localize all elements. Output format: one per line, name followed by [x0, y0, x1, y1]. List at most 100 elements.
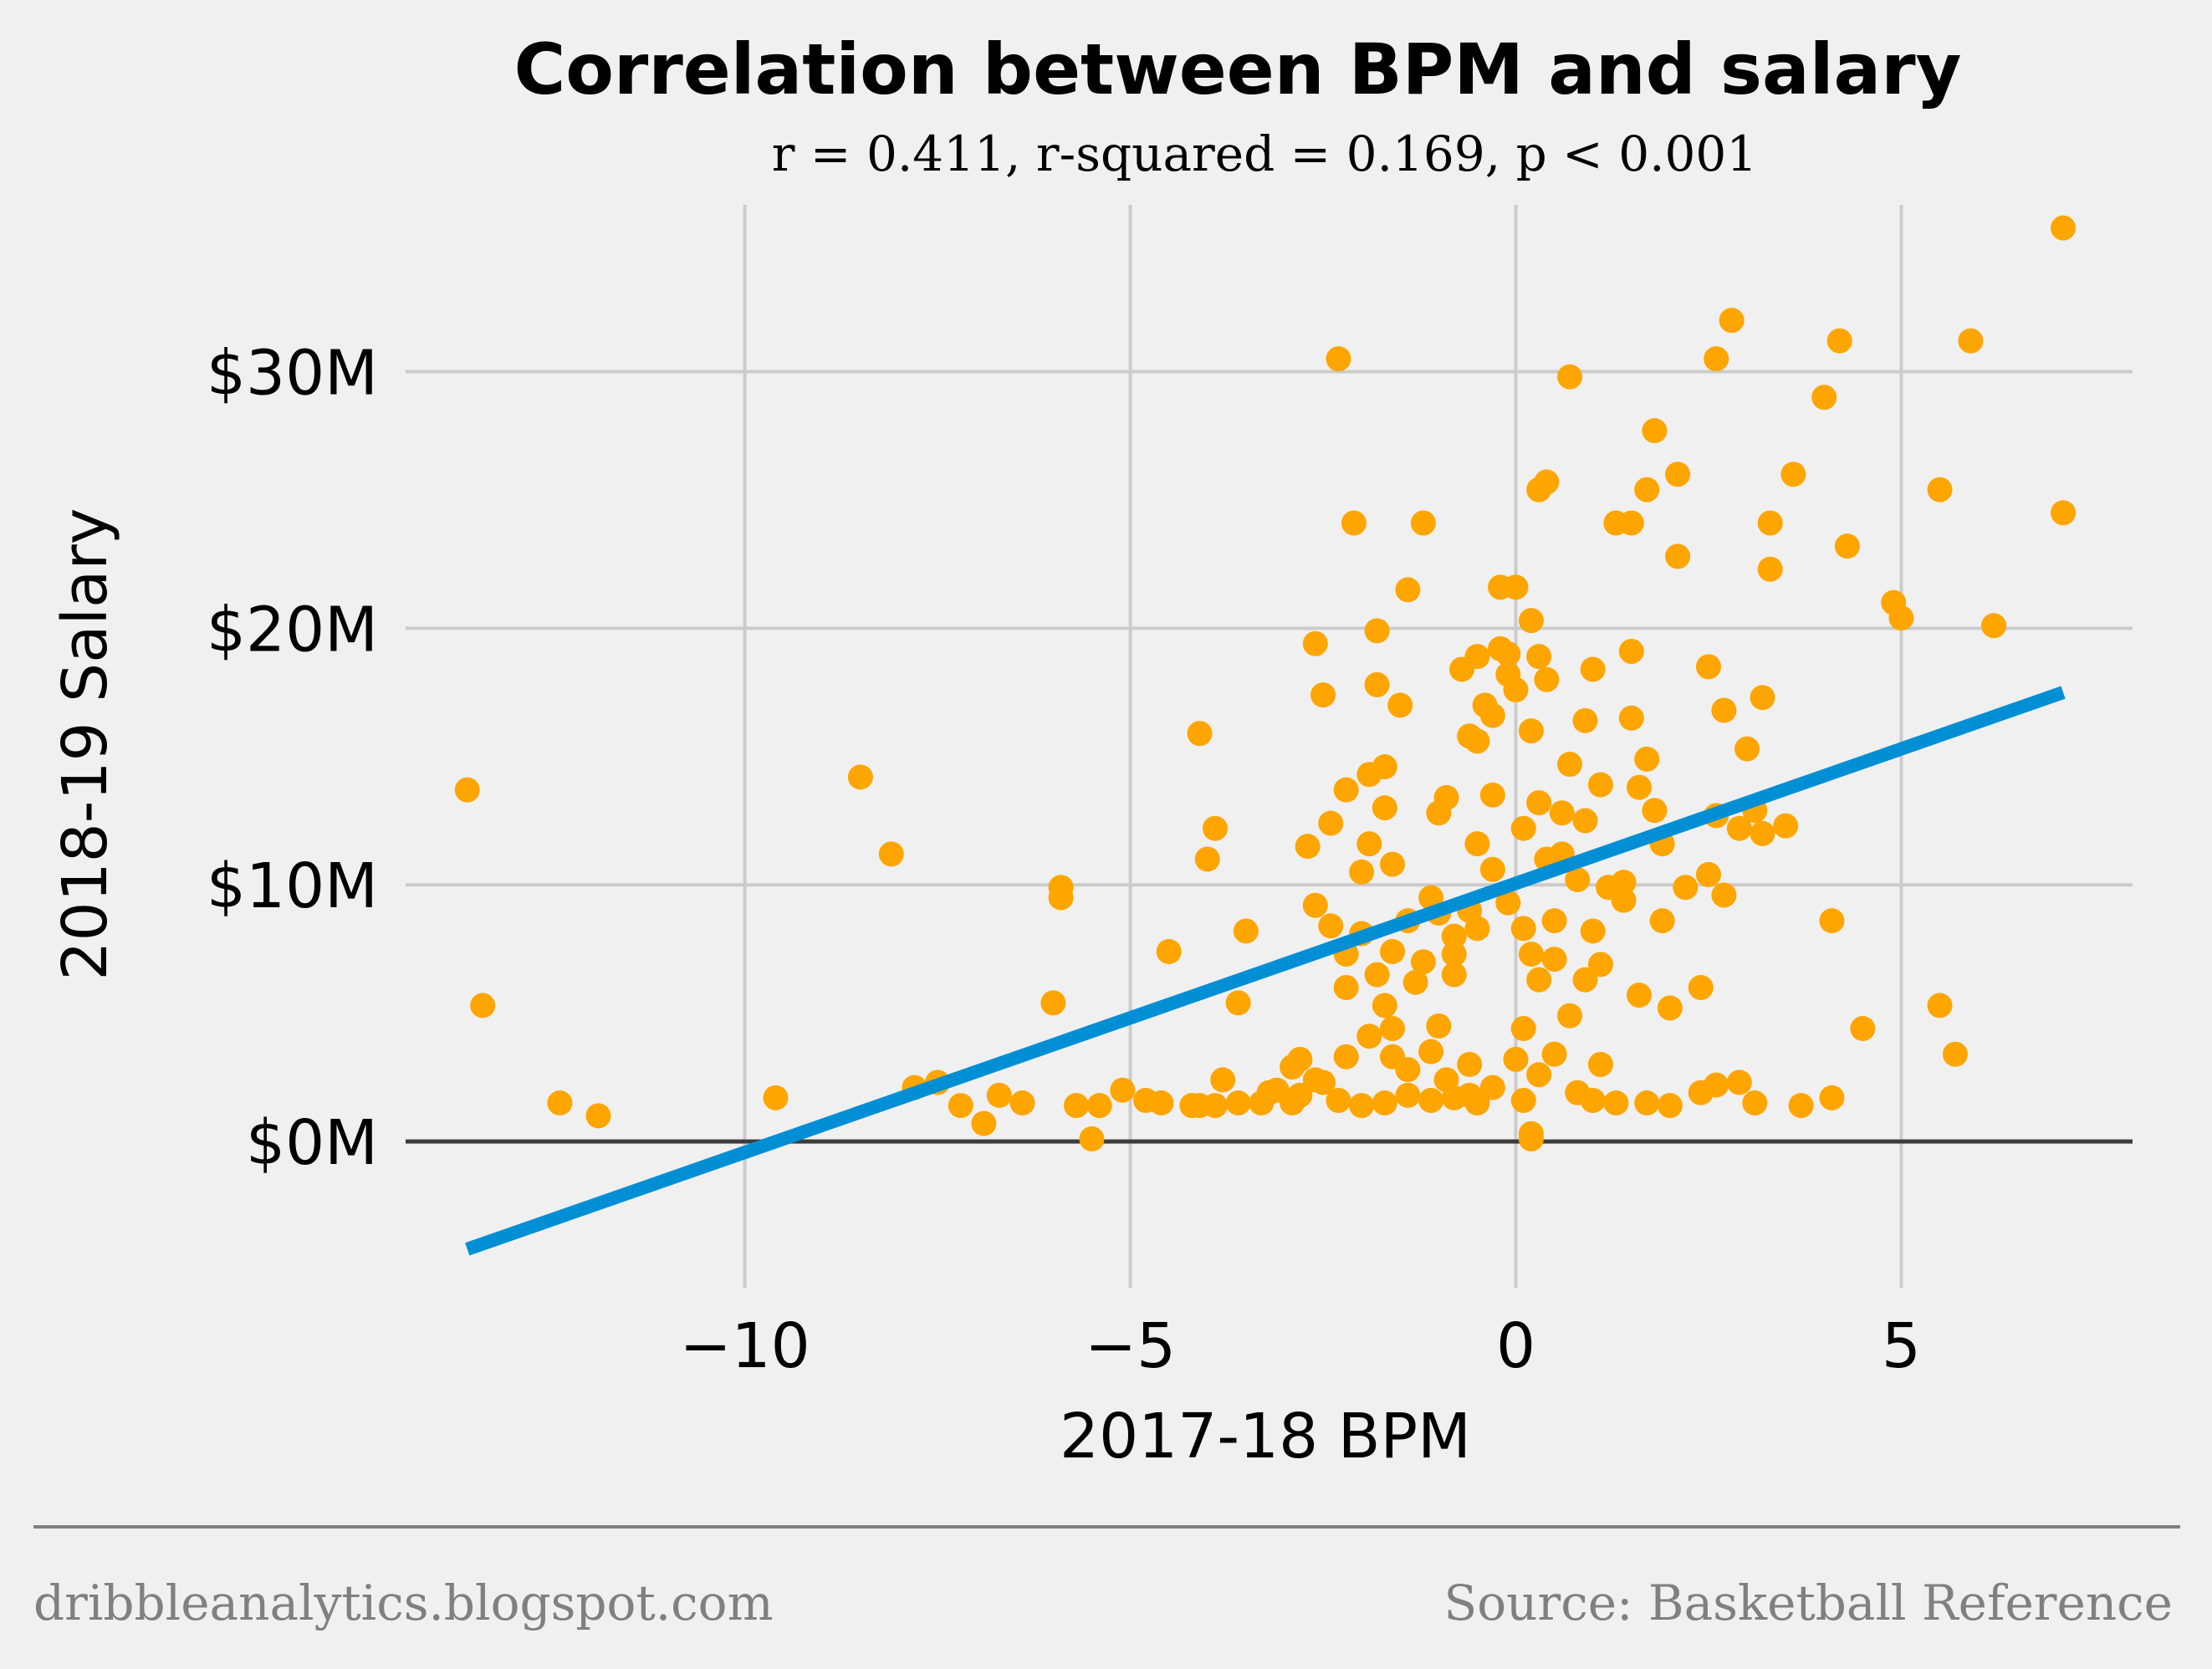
- data-point: [1518, 942, 1544, 967]
- data-point: [1526, 790, 1552, 816]
- data-point: [1773, 813, 1799, 839]
- data-point: [1302, 630, 1328, 656]
- data-point: [1572, 967, 1598, 993]
- data-point: [1634, 1090, 1660, 1116]
- data-point: [1280, 1090, 1305, 1116]
- data-point: [1426, 800, 1452, 826]
- data-point: [1372, 993, 1397, 1018]
- data-point: [1479, 856, 1505, 882]
- footer-website: dribbleanalytics.blogspot.com: [33, 1575, 774, 1631]
- data-point: [1826, 328, 1852, 354]
- data-point: [2051, 215, 2077, 241]
- data-point: [1642, 798, 1668, 824]
- data-point: [1202, 815, 1228, 841]
- data-point: [1302, 1067, 1328, 1093]
- data-point: [1110, 1077, 1136, 1103]
- data-point: [1742, 1090, 1768, 1116]
- data-point: [1418, 1039, 1444, 1064]
- data-point: [1326, 1087, 1351, 1113]
- data-point: [1526, 644, 1552, 670]
- data-point: [1349, 1093, 1375, 1119]
- data-point: [470, 993, 496, 1018]
- data-point: [1372, 1090, 1397, 1116]
- data-point: [1665, 544, 1691, 569]
- data-point: [1627, 983, 1652, 1008]
- data-point: [1418, 1087, 1444, 1113]
- y-tick-label: $0M: [246, 1107, 378, 1179]
- data-point: [1726, 815, 1752, 841]
- data-point: [1518, 718, 1544, 744]
- data-point: [1441, 942, 1467, 967]
- y-gridlines: [406, 370, 2133, 887]
- data-point: [1834, 533, 1860, 559]
- data-point: [1495, 890, 1521, 916]
- data-point: [1549, 800, 1575, 826]
- data-point: [1356, 1023, 1382, 1049]
- data-point: [1927, 477, 1953, 503]
- data-point: [1225, 1090, 1251, 1116]
- data-point: [1464, 916, 1490, 942]
- data-point: [1364, 618, 1390, 644]
- x-tick-label: −5: [1085, 1310, 1176, 1382]
- data-point: [1464, 644, 1490, 670]
- data-point: [1611, 887, 1637, 913]
- footer-source: Source: Basketball Reference: [1443, 1575, 2173, 1631]
- data-point: [1719, 308, 1745, 334]
- data-point: [948, 1093, 973, 1119]
- data-point: [1464, 831, 1490, 857]
- data-point: [1318, 810, 1344, 836]
- data-point: [1302, 892, 1328, 918]
- data-point: [1326, 346, 1351, 372]
- data-point: [1757, 556, 1783, 582]
- data-point: [1734, 736, 1760, 762]
- data-point: [1079, 1126, 1105, 1152]
- data-point: [1580, 1087, 1606, 1113]
- data-point: [1510, 1016, 1536, 1042]
- data-point: [1780, 462, 1806, 487]
- data-point: [1048, 885, 1074, 911]
- y-tick-label: $30M: [207, 337, 378, 409]
- data-point: [1310, 682, 1336, 708]
- data-point: [1040, 990, 1066, 1016]
- data-point: [1580, 918, 1606, 944]
- data-point: [1341, 510, 1367, 536]
- data-point: [1572, 707, 1598, 733]
- data-point: [1194, 846, 1220, 872]
- data-point: [1665, 462, 1691, 487]
- chart-subtitle: r = 0.411, r-squared = 0.169, p < 0.001: [772, 125, 1757, 182]
- data-point: [1704, 1072, 1729, 1098]
- data-point: [1618, 638, 1644, 664]
- data-point: [1788, 1093, 1814, 1119]
- data-point: [1673, 875, 1699, 901]
- trend-line: [465, 686, 2066, 1256]
- data-point: [1811, 385, 1837, 411]
- x-axis-label: 2017-18 BPM: [1060, 1401, 1471, 1472]
- data-point: [1441, 1085, 1467, 1110]
- data-point: [1942, 1041, 1968, 1067]
- data-point: [1603, 1090, 1629, 1116]
- data-point: [1618, 705, 1644, 731]
- data-point: [1372, 754, 1397, 780]
- data-point: [1372, 795, 1397, 821]
- data-point: [1064, 1093, 1090, 1119]
- y-tick-label: $10M: [207, 850, 378, 922]
- data-point: [1148, 1090, 1174, 1116]
- x-tick-labels: −10 −5 0 5: [680, 1310, 1921, 1382]
- data-point: [847, 764, 873, 790]
- data-point: [1187, 721, 1213, 747]
- data-point: [1541, 947, 1567, 972]
- data-point: [1503, 1046, 1529, 1072]
- data-point: [1557, 364, 1583, 390]
- data-point: [1580, 656, 1606, 682]
- data-point: [1572, 808, 1598, 834]
- data-point: [1534, 469, 1560, 495]
- data-point: [1210, 1067, 1236, 1093]
- data-point: [1233, 918, 1259, 944]
- data-point: [1287, 1046, 1313, 1072]
- x-tick-label: 5: [1882, 1310, 1921, 1382]
- data-point: [1850, 1016, 1876, 1042]
- data-point: [763, 1085, 789, 1110]
- data-point: [1750, 685, 1775, 711]
